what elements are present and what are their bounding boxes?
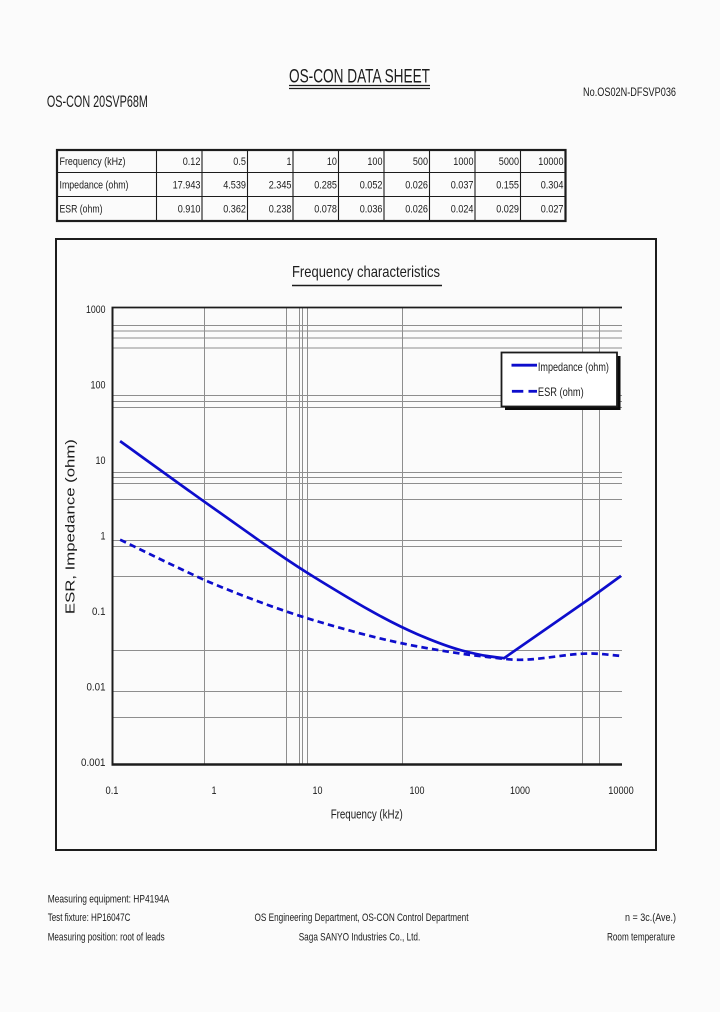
svg-text:10: 10 — [96, 455, 106, 467]
svg-text:1: 1 — [212, 785, 217, 797]
svg-text:OS-CON DATA SHEET: OS-CON DATA SHEET — [289, 66, 430, 87]
svg-text:ESR (ohm): ESR (ohm) — [60, 204, 103, 216]
svg-text:17.943: 17.943 — [173, 180, 201, 192]
svg-text:10000: 10000 — [538, 156, 563, 168]
svg-text:0.01: 0.01 — [87, 682, 106, 694]
svg-text:1000: 1000 — [510, 785, 530, 797]
svg-text:Frequency (kHz): Frequency (kHz) — [331, 807, 403, 822]
svg-text:ESR, Impedance (ohm): ESR, Impedance (ohm) — [63, 439, 78, 614]
svg-text:0.001: 0.001 — [81, 757, 106, 769]
svg-text:0.024: 0.024 — [451, 204, 474, 216]
svg-text:1: 1 — [101, 531, 106, 543]
svg-text:Measuring position: root of le: Measuring position: root of leads — [48, 932, 165, 944]
svg-text:0.026: 0.026 — [405, 204, 428, 216]
svg-text:1000: 1000 — [86, 304, 106, 316]
svg-text:0.12: 0.12 — [183, 156, 201, 168]
svg-text:0.1: 0.1 — [92, 606, 106, 618]
svg-text:2.345: 2.345 — [269, 180, 292, 192]
svg-text:Measuring equipment: HP4194A: Measuring equipment: HP4194A — [48, 894, 170, 906]
svg-text:0.029: 0.029 — [496, 204, 519, 216]
svg-text:OS-CON 20SVP68M: OS-CON 20SVP68M — [47, 92, 148, 111]
svg-text:0.027: 0.027 — [541, 204, 564, 216]
svg-text:0.155: 0.155 — [496, 180, 519, 192]
svg-text:0.304: 0.304 — [541, 180, 564, 192]
svg-text:Room temperature: Room temperature — [607, 932, 675, 944]
svg-text:0.285: 0.285 — [314, 180, 337, 192]
svg-text:Frequency characteristics: Frequency characteristics — [292, 264, 440, 281]
svg-text:0.1: 0.1 — [106, 785, 119, 797]
svg-text:10: 10 — [313, 785, 323, 797]
svg-text:4.539: 4.539 — [223, 180, 246, 192]
svg-text:0.037: 0.037 — [451, 180, 474, 192]
svg-text:0.052: 0.052 — [360, 180, 383, 192]
svg-text:0.238: 0.238 — [269, 204, 292, 216]
svg-text:0.026: 0.026 — [405, 180, 428, 192]
svg-text:100: 100 — [91, 380, 106, 392]
svg-text:100: 100 — [410, 785, 425, 797]
svg-text:Test fixture: HP16047C: Test fixture: HP16047C — [48, 912, 131, 924]
svg-text:0.036: 0.036 — [360, 204, 383, 216]
svg-text:10: 10 — [327, 156, 337, 168]
svg-text:Frequency (kHz): Frequency (kHz) — [60, 156, 126, 168]
svg-text:0.362: 0.362 — [223, 204, 246, 216]
svg-text:n = 3c.(Ave.): n = 3c.(Ave.) — [625, 912, 676, 924]
svg-text:OS Engineering Department, OS-: OS Engineering Department, OS-CON Contro… — [255, 912, 469, 924]
svg-text:ESR (ohm): ESR (ohm) — [538, 385, 584, 399]
svg-text:0.910: 0.910 — [178, 204, 201, 216]
svg-text:No.OS02N-DFSVP036: No.OS02N-DFSVP036 — [583, 85, 676, 99]
svg-text:1: 1 — [287, 156, 292, 168]
svg-text:0.5: 0.5 — [233, 156, 246, 168]
svg-text:0.078: 0.078 — [314, 204, 337, 216]
svg-text:Impedance (ohm): Impedance (ohm) — [60, 180, 129, 192]
svg-text:500: 500 — [413, 156, 428, 168]
svg-text:100: 100 — [367, 156, 382, 168]
svg-text:10000: 10000 — [608, 785, 634, 797]
svg-text:Saga SANYO Industries Co., Ltd: Saga SANYO Industries Co., Ltd. — [299, 932, 421, 944]
svg-text:5000: 5000 — [499, 156, 519, 168]
svg-text:1000: 1000 — [453, 156, 473, 168]
svg-text:Impedance (ohm): Impedance (ohm) — [538, 360, 609, 374]
